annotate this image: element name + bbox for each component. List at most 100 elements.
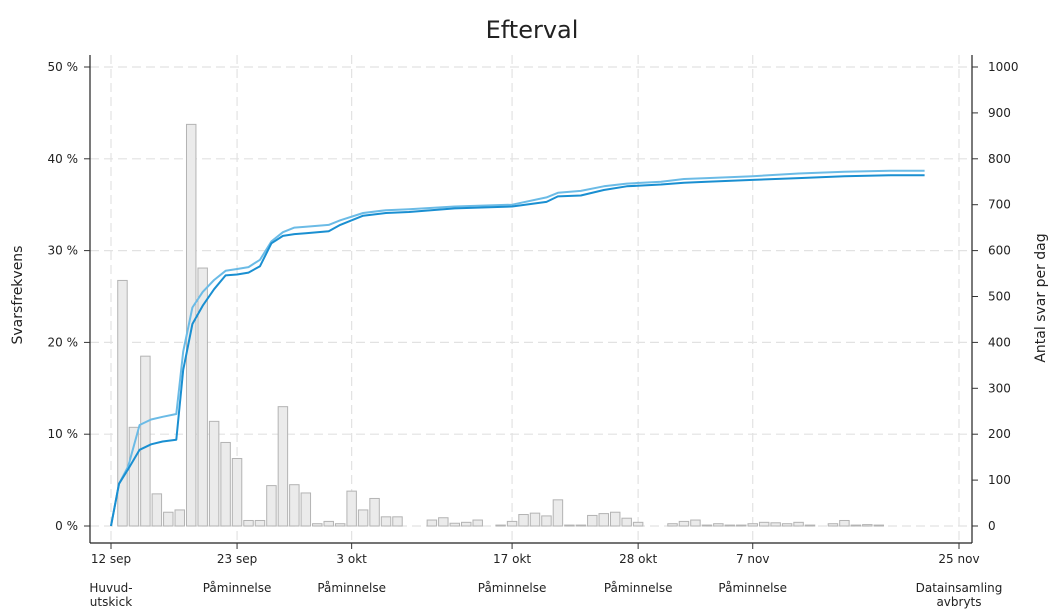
event-label: Påminnelse — [604, 581, 673, 595]
bar — [575, 524, 587, 527]
bar — [793, 521, 804, 527]
series-line-dark — [110, 174, 925, 527]
x-tick-label: 23 sep — [217, 552, 257, 566]
chart-title: Efterval — [486, 16, 579, 44]
bar — [770, 522, 781, 527]
bar — [529, 512, 541, 527]
x-tick-label: 28 okt — [619, 552, 657, 566]
bar — [621, 517, 632, 527]
right-tick-label: 800 — [988, 152, 1011, 166]
bar — [312, 523, 323, 527]
event-label-line2: utskick — [90, 595, 132, 609]
right-tick-label: 700 — [988, 198, 1011, 212]
lines-group — [110, 169, 925, 527]
event-label: Påminnelse — [478, 581, 547, 595]
bar — [197, 267, 208, 527]
bars-group — [117, 123, 885, 527]
bar — [506, 520, 518, 527]
bar — [380, 516, 392, 527]
event-label: Påminnelse — [718, 581, 787, 595]
right-tick-label: 500 — [988, 290, 1011, 304]
bar — [472, 519, 483, 527]
bar — [632, 521, 644, 527]
bar — [438, 517, 449, 527]
right-tick-label: 1000 — [988, 60, 1019, 74]
bar — [724, 524, 736, 527]
event-label: Huvud- — [89, 581, 132, 595]
bar — [678, 520, 690, 527]
gridlines — [90, 55, 972, 543]
bar — [690, 519, 701, 527]
left-tick-label: 40 % — [48, 152, 79, 166]
bar — [140, 355, 151, 527]
bar — [850, 524, 862, 527]
bar — [598, 513, 609, 527]
events-group: Huvud-utskick Påminnelse Påminnelse Påminne… — [89, 581, 1002, 609]
bar — [495, 524, 506, 527]
right-tick-label: 900 — [988, 106, 1011, 120]
bar — [117, 279, 128, 527]
bar — [587, 514, 598, 527]
left-tick-label: 20 % — [48, 335, 79, 349]
event-label-line2: avbryts — [936, 595, 981, 609]
bar — [357, 509, 369, 527]
right-tick-label: 0 — [988, 519, 996, 533]
bar — [758, 521, 770, 527]
x-tick-label: 3 okt — [336, 552, 367, 566]
left-axis-title: Svarsfrekvens — [10, 246, 26, 345]
bar — [518, 514, 529, 527]
bar — [174, 509, 185, 527]
bar — [266, 485, 277, 527]
bar — [747, 523, 758, 527]
event-label: Påminnelse — [317, 581, 386, 595]
right-tick-label: 300 — [988, 381, 1011, 395]
bar — [564, 524, 575, 527]
x-tick-label: 25 nov — [938, 552, 979, 566]
event-label: Påminnelse — [203, 581, 272, 595]
bar — [243, 519, 254, 527]
bar — [862, 524, 873, 527]
bar — [346, 490, 357, 527]
right-tick-label: 600 — [988, 244, 1011, 258]
bar — [151, 493, 163, 527]
bar — [128, 426, 140, 527]
x-tick-label: 12 sep — [91, 552, 131, 566]
bar — [231, 458, 243, 527]
x-tick-label: 17 okt — [493, 552, 531, 566]
x-tick-label: 7 nov — [736, 552, 770, 566]
left-tick-label: 10 % — [48, 427, 79, 441]
ticks-group: 0 % 10 % 20 % 30 % 40 % 50 % 0 100 200 300 400 500 6… — [48, 60, 1019, 566]
right-tick-label: 200 — [988, 427, 1011, 441]
bar — [667, 523, 678, 527]
right-axis-title: Antal svar per dag — [1033, 233, 1049, 362]
bar — [804, 524, 816, 527]
bar — [552, 499, 564, 527]
bar — [334, 523, 346, 527]
bar — [392, 516, 403, 527]
event-label: Datainsamling — [916, 581, 1003, 595]
bar — [541, 515, 552, 527]
bar — [781, 523, 793, 527]
bar — [873, 524, 885, 527]
bar — [254, 519, 266, 527]
bar — [609, 511, 621, 527]
left-tick-label: 0 % — [55, 519, 78, 533]
left-tick-label: 30 % — [48, 244, 79, 258]
bar — [277, 406, 289, 527]
bar — [839, 519, 850, 527]
bar — [289, 484, 300, 527]
bar — [323, 520, 334, 527]
bar — [701, 524, 713, 527]
series-line-light — [110, 169, 925, 527]
bar — [713, 523, 724, 527]
right-tick-label: 100 — [988, 473, 1011, 487]
bar — [300, 492, 312, 527]
bar — [449, 522, 461, 527]
bar — [369, 497, 380, 527]
bar — [426, 519, 438, 527]
bar — [736, 524, 747, 527]
bar — [220, 441, 231, 527]
bar — [163, 511, 174, 527]
